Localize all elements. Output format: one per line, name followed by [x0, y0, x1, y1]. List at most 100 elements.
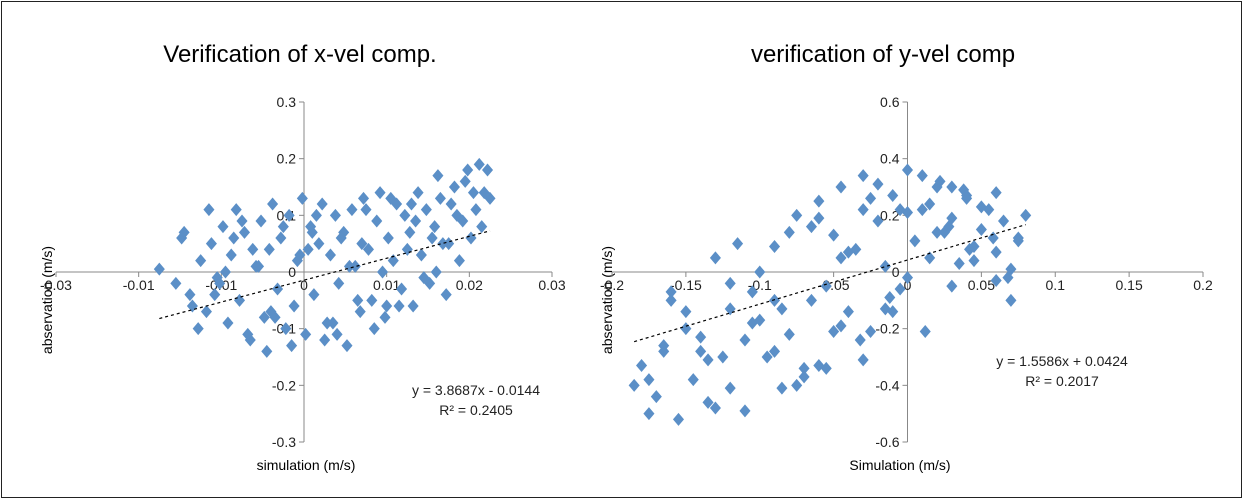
chart-2-x-tick-label: -0.2 [600, 277, 624, 293]
chart-2-point [805, 293, 817, 307]
chart-1-point [319, 333, 331, 347]
chart-1-point [366, 293, 378, 307]
chart-1-point [445, 197, 457, 211]
chart-2-point [769, 344, 781, 358]
chart-1-point [228, 231, 240, 245]
chart-2-point [776, 381, 788, 395]
chart-1-point [343, 259, 355, 273]
chart-2-point [791, 378, 803, 392]
chart-1-point [349, 259, 361, 273]
chart-1-point [306, 225, 318, 239]
chart-2-point [887, 189, 899, 202]
chart-2-x-tick-label: 0 [904, 277, 912, 293]
chart-1-point [217, 220, 229, 234]
chart-2-point [919, 325, 931, 338]
chart-1-point [261, 344, 273, 358]
chart-1-point [374, 186, 386, 200]
chart-2-point [702, 353, 714, 367]
chart-1-point [387, 254, 399, 268]
chart-1-point [396, 282, 408, 296]
chart-1-point [356, 237, 368, 251]
chart-2-point [687, 373, 699, 387]
chart-2-x-tick-label: 0.05 [968, 277, 995, 293]
chart-1-point [354, 305, 366, 319]
chart-1-point [302, 242, 314, 256]
chart-1-point [341, 339, 353, 353]
chart-1-x-tick-label: -0.01 [123, 277, 155, 293]
chart-1-point [470, 203, 482, 217]
chart-2-point [1005, 293, 1017, 307]
chart-1-point [385, 191, 397, 205]
chart-1-point [399, 208, 411, 222]
chart-1-point [346, 203, 358, 217]
chart-2-point [894, 203, 906, 217]
chart-2-point [636, 359, 648, 372]
chart-2-point [879, 259, 891, 273]
chart-2-point [1020, 208, 1032, 222]
chart-2-point [820, 279, 832, 293]
chart-2-point [865, 191, 877, 205]
chart-2-point [709, 401, 721, 415]
chart-1-point [407, 299, 419, 313]
chart-1-point [362, 242, 375, 256]
chart-1-point [429, 220, 441, 234]
chart-1-point [426, 231, 438, 245]
chart-2-point [1002, 271, 1014, 285]
chart-2-point [776, 302, 788, 316]
chart-1-y-tick-label: 0 [288, 264, 296, 280]
chart-1-point [357, 191, 370, 205]
chart-2-point [643, 407, 655, 421]
chart-1-point [448, 180, 460, 194]
chart-1-point [211, 271, 223, 285]
chart-2-y-tick-label: 0 [892, 264, 900, 280]
chart-2-point [884, 291, 896, 304]
chart-1-point [418, 271, 430, 285]
chart-2-point [857, 203, 869, 217]
chart-2-point [835, 180, 847, 194]
chart-1-point [219, 265, 231, 279]
chart-2-point [865, 325, 877, 338]
chart-1-point [296, 191, 308, 205]
chart-1-point [338, 225, 350, 239]
chart-1-point [263, 242, 275, 256]
chart-1-point [233, 293, 246, 307]
chart-1-y-tick-label: 0.2 [277, 151, 297, 167]
chart-2-point [769, 240, 781, 253]
chart-1-point [238, 225, 251, 239]
chart-1-point [434, 191, 446, 205]
chart-2-point [953, 257, 965, 270]
chart-1-point [170, 276, 182, 290]
chart-2-point [931, 225, 943, 239]
chart-1-point [377, 265, 389, 279]
chart-2-point [828, 325, 840, 338]
chart-2-point [946, 180, 958, 194]
chart-1-x-tick-label: 0.01 [373, 277, 400, 293]
chart-2-point [1012, 234, 1024, 248]
chart-2-point [783, 225, 795, 239]
chart-2-point [909, 234, 921, 248]
chart-1-point [437, 237, 449, 251]
chart-2-point [828, 228, 840, 242]
chart-2-point [798, 370, 810, 384]
chart-1-point [288, 299, 300, 313]
chart-1-point [225, 248, 237, 262]
chart-2-point [946, 279, 958, 293]
chart-2-xlabel: Simulation (m/s) [849, 457, 950, 473]
chart-1-y-tick-label: -0.3 [272, 434, 296, 450]
chart-1-point [253, 259, 265, 273]
chart-2-point [916, 169, 928, 183]
chart-2-title: verification of y-vel comp [751, 41, 1015, 68]
chart-1-point [242, 327, 254, 341]
chart-1-point [333, 276, 345, 290]
chart-1-y-tick-label: 0.3 [277, 94, 297, 110]
chart-2-point [968, 254, 980, 268]
chart-2-point [835, 251, 847, 265]
chart-1-point [481, 163, 494, 177]
chart-2-point [754, 313, 766, 327]
chart-1-point [265, 305, 277, 319]
chart-1-point [451, 208, 463, 222]
chart-1-x-tick-label: -0.03 [40, 277, 72, 293]
chart-1-point [184, 288, 196, 302]
chart-2-point [695, 344, 707, 358]
